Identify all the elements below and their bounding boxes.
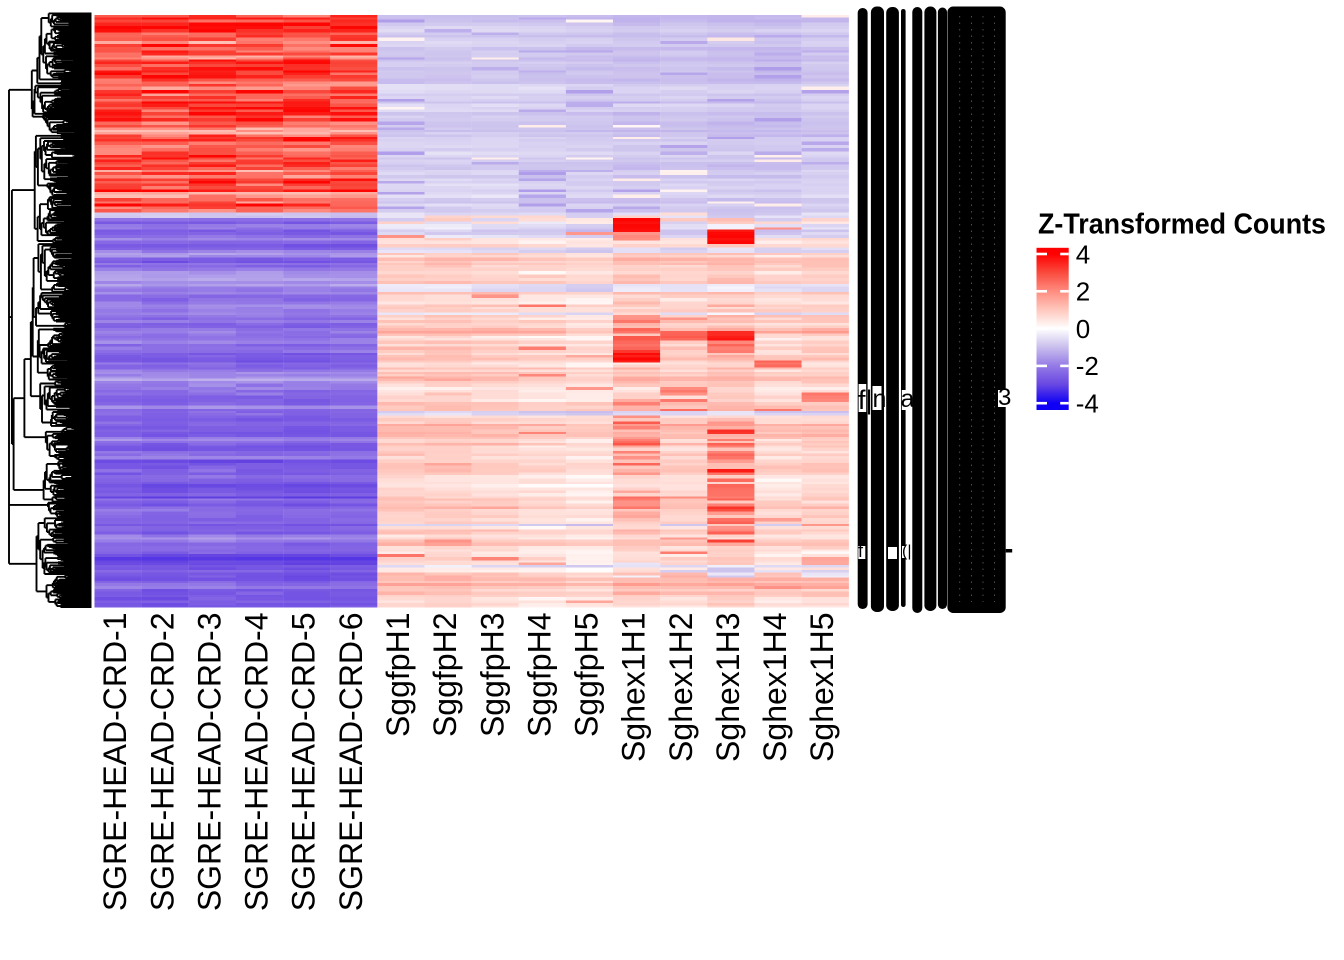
svg-text:SggfpH2: SggfpH2 xyxy=(427,613,463,738)
svg-text:SGRE-HEAD-CRD-3: SGRE-HEAD-CRD-3 xyxy=(191,613,227,912)
svg-text:Sghex1H2: Sghex1H2 xyxy=(663,613,699,762)
svg-text:SggfpH4: SggfpH4 xyxy=(521,613,557,738)
svg-text:SGRE-HEAD-CRD-2: SGRE-HEAD-CRD-2 xyxy=(144,613,180,912)
svg-text:SggfpH5: SggfpH5 xyxy=(569,613,605,738)
svg-text:SGRE-HEAD-CRD-6: SGRE-HEAD-CRD-6 xyxy=(333,613,369,912)
svg-text:SGRE-HEAD-CRD-4: SGRE-HEAD-CRD-4 xyxy=(239,613,275,912)
svg-text:SGRE-HEAD-CRD-5: SGRE-HEAD-CRD-5 xyxy=(286,613,322,912)
svg-text:a: a xyxy=(901,385,915,413)
svg-text:0: 0 xyxy=(1076,314,1090,344)
svg-text:Sghex1H5: Sghex1H5 xyxy=(804,613,840,762)
svg-text:4: 4 xyxy=(1076,239,1090,269)
svg-text:f: f xyxy=(858,541,864,561)
svg-text:Sghex1H1: Sghex1H1 xyxy=(616,613,652,762)
svg-text:Sghex1H4: Sghex1H4 xyxy=(757,613,793,762)
svg-text:f|: f| xyxy=(858,385,873,415)
svg-text:3: 3 xyxy=(998,384,1011,411)
svg-text:-2: -2 xyxy=(1076,351,1099,381)
svg-text:Z-Transformed Counts: Z-Transformed Counts xyxy=(1038,209,1326,241)
svg-text:(|: (| xyxy=(902,543,911,560)
svg-text:n: n xyxy=(873,385,887,413)
svg-text:SGRE-HEAD-CRD-1: SGRE-HEAD-CRD-1 xyxy=(97,613,133,912)
svg-text:-4: -4 xyxy=(1076,389,1099,419)
svg-text:SggfpH3: SggfpH3 xyxy=(474,613,510,738)
svg-text:2: 2 xyxy=(1076,277,1090,307)
svg-text:SggfpH1: SggfpH1 xyxy=(380,613,416,738)
svg-text:Sghex1H3: Sghex1H3 xyxy=(710,613,746,762)
